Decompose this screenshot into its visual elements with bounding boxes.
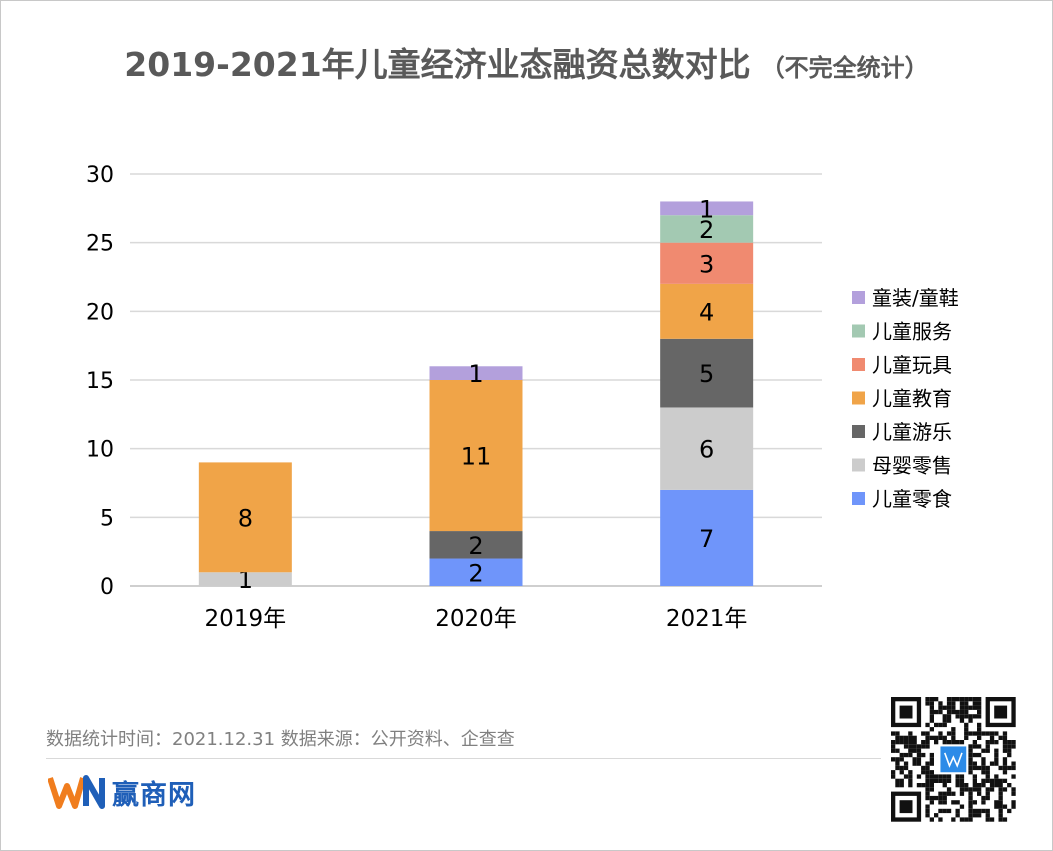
y-tick-label: 10 <box>86 438 114 463</box>
data-label: 7 <box>699 525 714 553</box>
data-label: 6 <box>699 436 714 464</box>
bar-segment <box>429 531 523 559</box>
bar-segment <box>660 338 754 408</box>
x-tick-label: 2019年 <box>205 606 287 632</box>
y-tick-label: 0 <box>100 575 114 600</box>
y-tick-label: 20 <box>86 300 114 325</box>
data-label: 2 <box>468 559 483 587</box>
legend-swatch <box>852 358 865 371</box>
chart-title-sub: （不完全统计） <box>760 54 929 82</box>
bar-segment <box>660 201 754 216</box>
bar-segment <box>429 558 523 586</box>
y-tick-label: 25 <box>86 232 114 257</box>
legend-swatch <box>852 291 865 304</box>
legend-label: 母婴零售 <box>872 454 952 478</box>
chart-title: 2019-2021年儿童经济业态融资总数对比 （不完全统计） <box>0 38 1053 86</box>
data-label: 1 <box>238 566 253 594</box>
legend-label: 儿童服务 <box>872 320 952 344</box>
data-label: 4 <box>699 298 714 326</box>
bar-segment <box>429 366 523 380</box>
bar-segment <box>660 407 754 490</box>
chart-title-main: 2019-2021年儿童经济业态融资总数对比 <box>124 45 751 84</box>
stacked-bar-chart: 051015202530182019年221112020年76543212021… <box>86 163 959 632</box>
bar-segment <box>660 489 754 586</box>
x-tick-label: 2021年 <box>666 606 748 632</box>
legend-label: 童装/童鞋 <box>872 286 959 310</box>
win-logo-icon <box>48 775 105 809</box>
legend-swatch <box>852 391 865 405</box>
brand-name: 赢商网 <box>112 779 196 811</box>
legend-swatch <box>852 324 865 338</box>
data-label: 5 <box>699 360 714 388</box>
y-tick-label: 15 <box>86 369 114 394</box>
data-label: 1 <box>468 360 483 388</box>
y-tick-label: 5 <box>100 506 114 531</box>
qr-code-icon <box>889 695 1019 823</box>
x-tick-label: 2020年 <box>435 606 517 632</box>
data-label: 11 <box>461 443 492 471</box>
bar-segment <box>429 380 523 532</box>
bar-segment <box>198 462 292 573</box>
data-source-note: 数据统计时间：2021.12.31 数据来源：公开资料、企查查 <box>46 729 515 750</box>
legend-swatch <box>852 458 865 472</box>
data-label: 3 <box>699 250 714 278</box>
legend-label: 儿童游乐 <box>872 420 952 444</box>
brand-logo: 赢商网 <box>48 772 196 812</box>
legend-swatch <box>852 425 865 438</box>
legend-label: 儿童玩具 <box>872 353 952 377</box>
bar-segment <box>660 283 754 339</box>
bar-segment <box>660 242 754 284</box>
legend-label: 儿童零食 <box>872 487 952 511</box>
bar-segment <box>198 572 292 586</box>
data-label: 2 <box>699 216 714 244</box>
y-tick-label: 30 <box>86 163 114 188</box>
footer-divider <box>46 758 881 759</box>
data-label: 8 <box>238 504 253 532</box>
bar-segment <box>660 215 754 243</box>
legend-label: 儿童教育 <box>872 387 952 411</box>
legend-swatch <box>852 492 865 505</box>
data-label: 2 <box>468 532 483 560</box>
data-label: 1 <box>699 195 714 223</box>
